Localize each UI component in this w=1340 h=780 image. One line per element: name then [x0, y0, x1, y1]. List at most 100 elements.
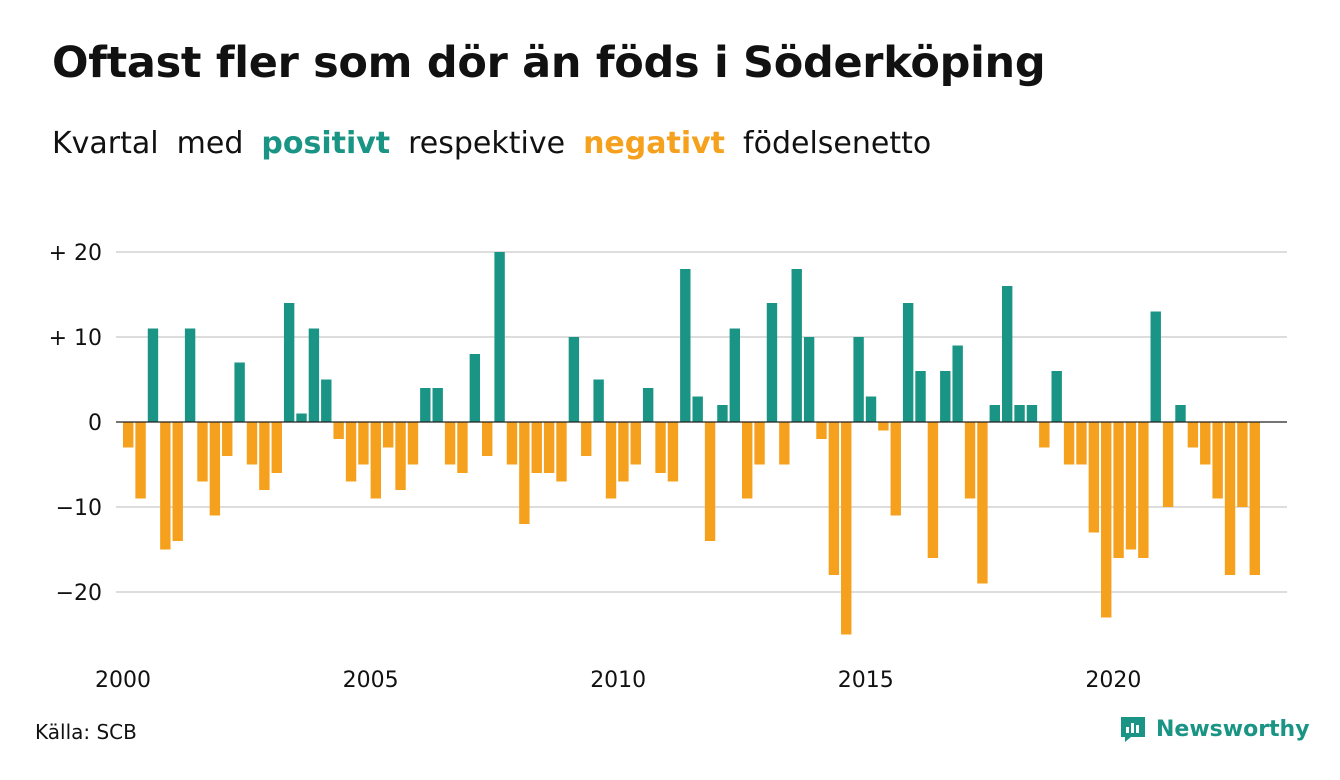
bar — [172, 422, 183, 541]
bar — [197, 422, 208, 482]
bar — [469, 354, 481, 422]
newsworthy-logo-icon — [1121, 717, 1145, 742]
x-tick-label: 2005 — [343, 668, 399, 693]
bar — [543, 422, 555, 473]
bar — [927, 422, 939, 558]
bar — [680, 269, 691, 422]
bar — [581, 422, 592, 456]
bar — [296, 413, 307, 422]
bar — [1113, 422, 1124, 558]
bar — [742, 422, 753, 499]
bar — [568, 337, 580, 422]
bar — [1187, 422, 1199, 448]
bar — [642, 388, 654, 422]
bar — [717, 405, 728, 422]
bar — [1051, 371, 1062, 422]
newsworthy-logo: Newsworthy — [1118, 714, 1310, 744]
bar-chart: + 20 + 10 0 −10 −20 2000 2005 2010 2015 2020 — [49, 241, 1287, 693]
bar — [556, 422, 567, 482]
bar — [1224, 422, 1236, 575]
y-tick-label: + 10 — [49, 326, 102, 351]
bar — [382, 422, 394, 448]
bar — [184, 328, 196, 422]
bar — [816, 422, 827, 439]
bar — [779, 422, 790, 465]
bar — [1150, 311, 1161, 422]
bar — [841, 422, 852, 635]
bar — [618, 422, 629, 482]
bar — [630, 422, 641, 465]
x-tick-label: 2020 — [1085, 668, 1141, 693]
bar — [890, 422, 901, 516]
bar — [506, 422, 518, 465]
bar — [345, 422, 357, 482]
bar — [407, 422, 419, 465]
bar — [222, 422, 233, 456]
bar — [1237, 422, 1248, 507]
x-axis-labels: 2000 2005 2010 2015 2020 — [95, 668, 1141, 693]
bar — [432, 388, 443, 422]
bar — [147, 328, 159, 422]
bar — [902, 303, 914, 422]
bar — [853, 337, 864, 422]
grid-lines — [116, 251, 1287, 593]
bar — [1249, 422, 1260, 575]
bar — [123, 422, 134, 448]
bar — [333, 422, 344, 439]
bar — [358, 422, 369, 465]
bar — [828, 422, 840, 575]
newsworthy-logo-text: Newsworthy — [1156, 716, 1310, 742]
y-tick-label: + 20 — [49, 241, 102, 266]
bar — [444, 422, 456, 465]
bar — [209, 422, 221, 516]
chart-subtitle: Kvartal med positivt respektive negativt föde… — [52, 126, 949, 161]
source-note: Källa: SCB — [35, 720, 137, 744]
bar — [1076, 422, 1087, 465]
y-tick-label: −20 — [56, 581, 102, 606]
bar — [977, 422, 988, 584]
bar — [766, 303, 778, 422]
bar — [878, 422, 889, 431]
bar — [1200, 422, 1211, 465]
chart-title: Oftast fler som dör än föds i Söderköpin… — [52, 38, 1046, 88]
bar — [246, 422, 258, 465]
bar — [803, 337, 815, 422]
bar — [692, 396, 703, 422]
y-tick-label: −10 — [56, 496, 102, 521]
bar — [234, 362, 245, 422]
bar — [655, 422, 666, 473]
bar — [989, 405, 1000, 422]
bar — [1026, 405, 1038, 422]
bars — [123, 252, 1260, 635]
bar — [605, 422, 617, 499]
bar — [865, 396, 877, 422]
bar — [704, 422, 716, 541]
bar — [1175, 405, 1186, 422]
subtitle-positive: positivt — [261, 126, 391, 161]
bar — [308, 328, 320, 422]
bar — [457, 422, 468, 473]
bar — [259, 422, 270, 490]
bar — [1063, 422, 1075, 465]
bar — [1138, 422, 1149, 558]
x-tick-label: 2000 — [95, 668, 151, 693]
bar — [667, 422, 679, 482]
y-axis-labels: + 20 + 10 0 −10 −20 — [49, 241, 102, 606]
bar — [729, 328, 741, 422]
bar — [940, 371, 951, 422]
bar — [395, 422, 406, 490]
bar — [1039, 422, 1050, 448]
bar — [1001, 286, 1013, 422]
x-tick-label: 2015 — [838, 668, 894, 693]
bar — [791, 269, 802, 422]
bar — [915, 371, 926, 422]
bar — [494, 252, 505, 422]
bar — [754, 422, 765, 465]
y-tick-label: 0 — [88, 411, 102, 436]
bar — [160, 422, 171, 550]
subtitle-med: med — [176, 126, 244, 161]
subtitle-fodelsenetto: födelsenetto — [743, 126, 932, 161]
bar — [135, 422, 146, 499]
bar — [271, 422, 282, 473]
bar — [1212, 422, 1223, 499]
